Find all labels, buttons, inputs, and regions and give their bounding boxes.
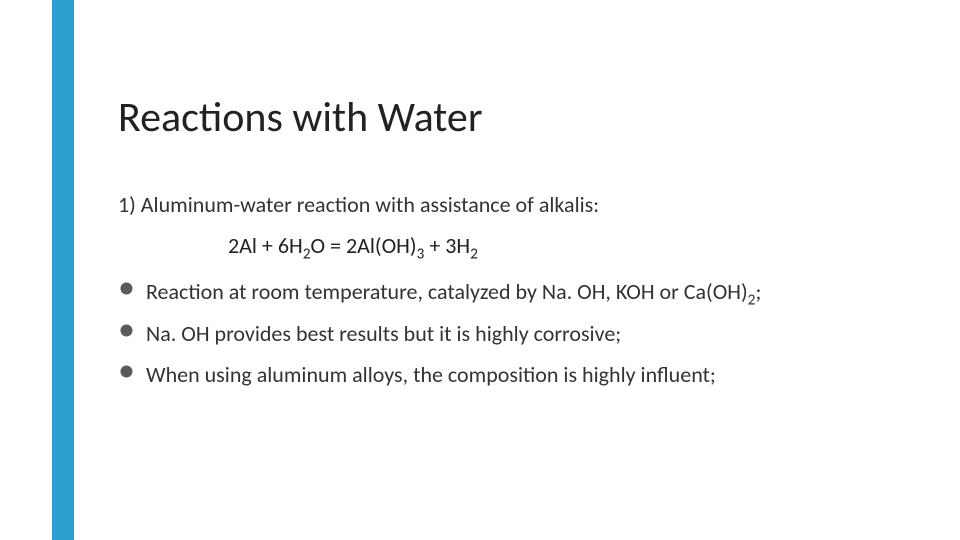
slide-title: Reactions with Water [118, 92, 900, 143]
bullet-list: Reaction at room temperature, catalyzed … [118, 277, 900, 390]
bullet-item: When using aluminum alloys, the composit… [118, 360, 900, 390]
bullet-item: Reaction at room temperature, catalyzed … [118, 277, 900, 307]
accent-bar [52, 0, 74, 540]
intro-line: 1) Aluminum-water reaction with assistan… [118, 191, 900, 218]
equation: 2Al + 6H2O = 2Al(OH)3 + 3H2 [228, 232, 900, 259]
bullet-item: Na. OH provides best results but it is h… [118, 319, 900, 349]
slide-content: Reactions with Water 1) Aluminum-water r… [118, 92, 900, 402]
